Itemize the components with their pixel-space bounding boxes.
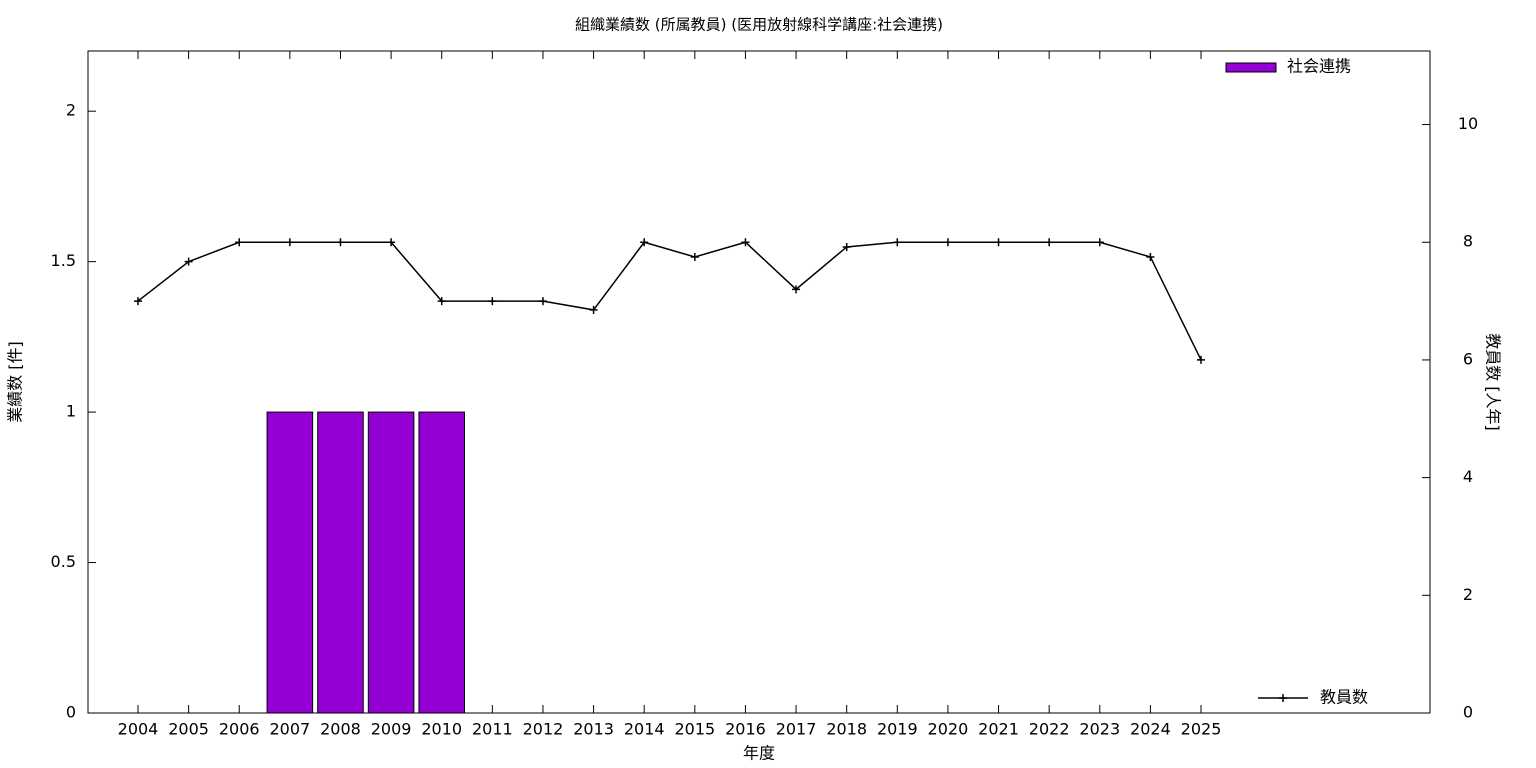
x-tick-label: 2009 <box>371 720 412 739</box>
point <box>184 257 193 266</box>
plot-frame <box>87 50 1431 714</box>
point <box>842 242 851 251</box>
x-tick-label: 2024 <box>1130 720 1171 739</box>
y2-tick-label: 2 <box>1463 585 1473 604</box>
y-tick-label: 0 <box>66 703 76 722</box>
point <box>1197 355 1206 364</box>
y2-tick-label: 8 <box>1463 232 1473 251</box>
x-axis-label: 年度 <box>743 744 775 763</box>
y-tick-label: 1.5 <box>51 251 76 270</box>
point <box>134 297 142 306</box>
x-tick-label: 2016 <box>725 720 766 739</box>
bar <box>266 411 314 714</box>
point <box>336 238 345 247</box>
point <box>1045 238 1054 247</box>
y-tick-label: 1 <box>66 402 76 421</box>
point <box>387 238 396 247</box>
point <box>893 238 902 247</box>
y-tick-label: 2 <box>66 101 76 120</box>
point <box>1095 238 1104 247</box>
bar <box>317 411 364 714</box>
y-axis-label: 業績数 [件] <box>6 341 25 423</box>
point <box>741 238 750 247</box>
x-tick-label: 2011 <box>472 720 513 739</box>
legend-label: 教員数 <box>1320 688 1368 707</box>
bar <box>418 411 465 714</box>
x-tick-label: 2007 <box>270 720 311 739</box>
y2-tick-label: 10 <box>1458 114 1478 133</box>
x-tick-label: 2020 <box>928 720 969 739</box>
y-tick-label: 0.5 <box>51 552 76 571</box>
x-tick-label: 2010 <box>421 720 462 739</box>
x-tick-label: 2019 <box>877 720 918 739</box>
point <box>437 297 446 306</box>
point <box>994 238 1003 247</box>
legend-swatch <box>1225 62 1277 73</box>
x-tick-label: 2014 <box>624 720 665 739</box>
y2-tick-label: 0 <box>1463 703 1473 722</box>
x-tick-label: 2022 <box>1029 720 1070 739</box>
bar <box>367 411 415 714</box>
chart-title: 組織業績数 (所属教員) (医用放射線科学講座:社会連携) <box>575 16 943 34</box>
x-tick-label: 2008 <box>320 720 361 739</box>
line <box>137 241 1202 361</box>
point <box>589 305 598 314</box>
point <box>488 297 497 306</box>
point <box>538 297 547 306</box>
point <box>792 285 801 294</box>
x-tick-label: 2012 <box>523 720 564 739</box>
point <box>640 238 649 247</box>
x-tick-label: 2025 <box>1181 720 1222 739</box>
x-tick-label: 2013 <box>573 720 614 739</box>
x-tick-label: 2018 <box>826 720 867 739</box>
legend-label: 社会連携 <box>1287 57 1351 76</box>
y2-axis-label: 教員数 [人年] <box>1484 333 1503 431</box>
point <box>1146 252 1155 261</box>
x-tick-label: 2006 <box>219 720 260 739</box>
legend-point <box>1279 694 1287 702</box>
point <box>235 238 244 247</box>
x-tick-label: 2017 <box>776 720 817 739</box>
y2-tick-label: 6 <box>1463 349 1473 368</box>
x-tick-label: 2004 <box>118 720 159 739</box>
x-tick-label: 2015 <box>674 720 715 739</box>
point <box>690 252 699 261</box>
y2-tick-label: 4 <box>1463 467 1473 486</box>
x-tick-label: 2005 <box>168 720 209 739</box>
x-tick-label: 2021 <box>978 720 1019 739</box>
point <box>943 238 952 247</box>
x-tick-label: 2023 <box>1079 720 1120 739</box>
point <box>285 238 294 247</box>
